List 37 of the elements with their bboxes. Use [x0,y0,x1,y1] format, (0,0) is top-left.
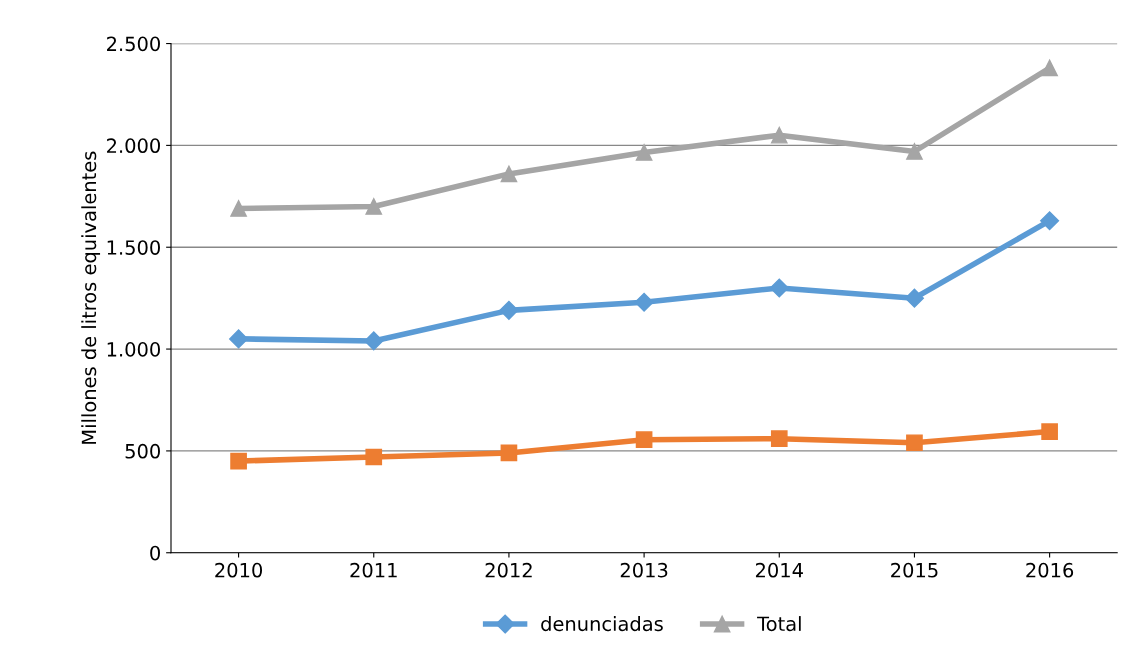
y-tick-label: 500 [125,443,160,459]
x-tick-label: 2015 [891,562,938,578]
legend-label: denunciadas [541,616,663,632]
y-tick-label: 0 [150,545,160,561]
point [1041,59,1058,77]
point [365,198,383,215]
point [229,329,249,349]
point [635,144,653,161]
point [770,430,788,448]
x-tick-label: 2010 [215,562,263,578]
point [1041,423,1058,440]
point [1040,211,1060,231]
point [634,292,654,312]
point [500,444,518,462]
y-tick-label: 1.500 [107,240,160,255]
y-axis-title: Millones de litros equivalentes [81,151,101,444]
point [904,288,924,308]
x-tick-label: 2014 [755,562,803,578]
x-tick-label: 2016 [1026,562,1074,578]
point [635,431,653,449]
point [364,331,384,351]
point [770,126,788,144]
point [230,452,247,470]
point [230,200,247,217]
point [500,165,518,183]
point [769,278,789,298]
x-tick-label: 2013 [620,562,668,578]
y-tick-label: 2.000 [107,138,160,154]
point [906,434,923,452]
legend-label: Total [757,616,801,632]
x-tick-label: 2011 [350,562,397,578]
point [365,448,383,466]
point [906,143,923,160]
y-tick-label: 1.000 [107,342,160,357]
x-tick-label: 2012 [485,562,532,578]
point [499,300,519,320]
y-tick-label: 2.500 [107,36,160,52]
